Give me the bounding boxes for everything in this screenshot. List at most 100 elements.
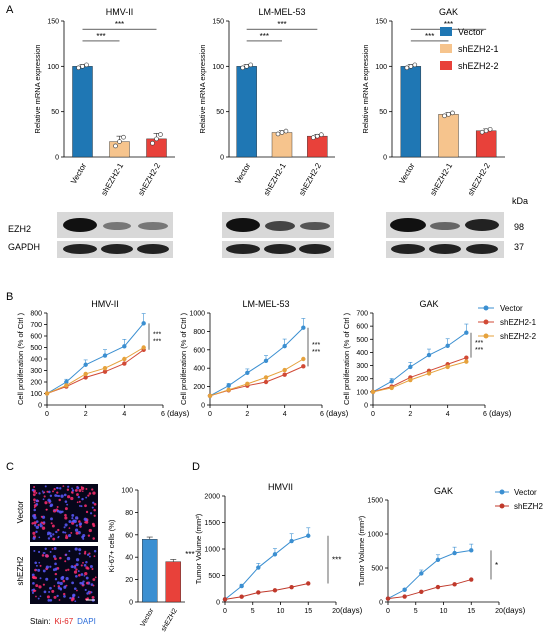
cell-nucleus <box>73 570 78 574</box>
cell-nucleus <box>80 486 83 488</box>
cell-nucleus <box>64 523 68 527</box>
bar <box>400 66 422 158</box>
cell-nucleus <box>33 516 37 520</box>
panel-label-d: D <box>192 461 200 473</box>
cell-nucleus <box>93 514 96 517</box>
cell-nucleus <box>88 528 92 533</box>
y-axis-label: Relative mRNA expression <box>33 44 42 133</box>
data-point <box>239 594 244 599</box>
data-point <box>239 583 244 589</box>
x-tick-label: 2 <box>84 411 88 418</box>
cell-nucleus <box>85 520 89 524</box>
cell-nucleus <box>54 567 58 570</box>
cell-nucleus <box>54 557 57 561</box>
data-point <box>44 391 50 396</box>
band <box>429 244 461 254</box>
bar <box>109 141 130 158</box>
cell-nucleus <box>94 576 97 579</box>
cell-nucleus <box>83 563 87 567</box>
cell-nucleus <box>85 510 89 514</box>
cell-nucleus <box>41 526 46 530</box>
bar <box>72 66 93 158</box>
cell-nucleus <box>31 573 35 577</box>
cell-nucleus <box>59 487 62 490</box>
data-point <box>83 362 88 367</box>
band <box>390 218 426 232</box>
y-tick-label: 500 <box>356 337 368 344</box>
cell-nucleus <box>77 570 80 573</box>
cell-nucleus <box>80 564 83 567</box>
cell-nucleus <box>38 550 41 554</box>
cell-nucleus <box>84 572 88 576</box>
bar <box>146 138 167 158</box>
cell-nucleus <box>33 485 36 489</box>
band <box>430 222 460 230</box>
data-point <box>435 557 441 563</box>
y-tick-label: 1000 <box>367 532 383 539</box>
panel-label-b: B <box>6 291 13 303</box>
cell-nucleus <box>67 568 70 571</box>
sig-mark: *** <box>475 347 483 354</box>
cell-nucleus <box>31 488 35 492</box>
y-tick-label: 1500 <box>367 498 383 505</box>
data-point <box>435 584 441 590</box>
data-point <box>256 590 261 595</box>
data-point <box>402 594 407 599</box>
data-point <box>402 587 407 592</box>
y-tick-label: 0 <box>220 155 224 162</box>
cell-nucleus <box>81 535 85 539</box>
cell-nucleus <box>68 550 71 553</box>
cell-nucleus <box>49 534 53 538</box>
series-line <box>372 357 467 393</box>
x-axis-unit: (days) <box>167 409 190 418</box>
data-point <box>464 330 469 335</box>
cell-nucleus <box>47 498 51 502</box>
cell-nucleus <box>33 506 36 509</box>
replicate-dot <box>283 128 289 134</box>
cell-nucleus <box>59 556 62 560</box>
sig-mark: * <box>495 561 498 570</box>
y-tick-label: 200 <box>193 384 205 391</box>
x-axis-unit: (days) <box>340 606 363 615</box>
y-tick-label: 50 <box>379 109 387 116</box>
cell-nucleus <box>55 530 58 534</box>
sig-mark: *** <box>475 340 483 347</box>
data-point <box>122 344 127 349</box>
sig-mark: *** <box>115 20 124 29</box>
y-tick-label: 100 <box>47 64 59 71</box>
cell-nucleus <box>86 553 90 556</box>
micrograph-dots-shezh2 <box>31 547 97 603</box>
data-point <box>306 533 311 538</box>
data-point <box>263 358 269 364</box>
cell-nucleus <box>39 595 42 597</box>
micrograph-label-vector: Vector <box>16 500 25 523</box>
sig-mark: *** <box>332 556 341 565</box>
data-point <box>464 355 469 360</box>
band <box>465 219 499 231</box>
cell-nucleus <box>37 568 41 572</box>
cell-nucleus <box>31 522 34 525</box>
cell-nucleus <box>39 577 42 580</box>
cell-nucleus <box>41 490 44 492</box>
series-line <box>209 358 304 397</box>
cell-nucleus <box>73 519 77 524</box>
x-tick-label: shEZH2-1 <box>262 161 288 197</box>
data-point <box>272 552 278 557</box>
x-axis-unit: (days) <box>489 409 512 418</box>
legend-marker-shezh2-d <box>499 503 505 509</box>
cell-nucleus <box>74 547 78 551</box>
replicate-dot <box>244 64 249 69</box>
series-line <box>372 361 467 393</box>
band <box>103 222 131 230</box>
cell-nucleus <box>77 596 80 598</box>
band <box>137 244 169 254</box>
y-tick-label: 600 <box>193 347 205 354</box>
cell-nucleus <box>41 554 45 557</box>
replicate-dot <box>446 112 451 117</box>
data-point <box>419 589 424 594</box>
cell-nucleus <box>92 491 96 495</box>
y-axis-label: Cell proliferation (% of Ctrl ) <box>16 312 25 405</box>
cell-nucleus <box>53 488 56 491</box>
y-tick-label: 50 <box>216 109 224 116</box>
sig-mark: *** <box>312 349 320 356</box>
